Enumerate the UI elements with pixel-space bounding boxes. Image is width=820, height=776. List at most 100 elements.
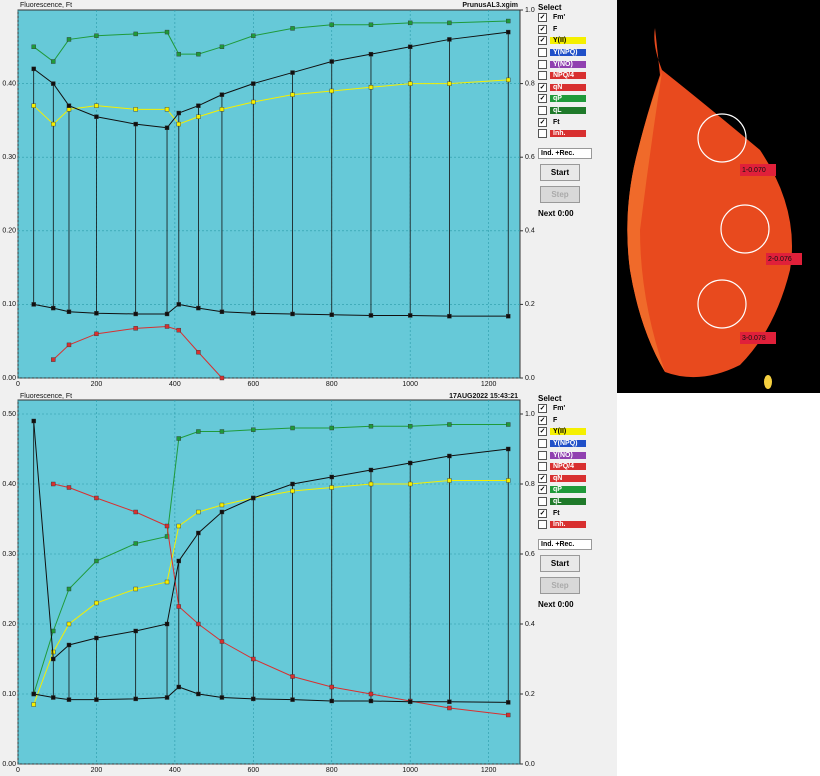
checkbox[interactable] [538, 497, 547, 507]
checkbox[interactable]: ✓ [538, 427, 547, 437]
point [251, 311, 256, 316]
option-label[interactable]: qP [550, 95, 586, 103]
option-label[interactable]: Y(NPQ) [550, 49, 586, 57]
point [164, 107, 170, 112]
y2-tick-label: 0.2 [525, 691, 535, 698]
point [506, 712, 511, 718]
step-button[interactable]: Step [540, 185, 580, 203]
aoi-label-bg [740, 332, 776, 344]
sidebar: Select ✓ Fm' ✓ F ✓ Y(II) Y(NPQ) Y(NO) NPQ/4 ✓ qN ✓ qP… [538, 394, 614, 609]
option[interactable]: ✓ Ft [538, 507, 614, 519]
option[interactable]: ✓ qP [538, 484, 614, 496]
checkbox[interactable]: ✓ [538, 36, 547, 46]
point [176, 436, 181, 441]
option[interactable]: ✓ Ft [538, 116, 614, 128]
option[interactable]: Y(NPQ) [538, 438, 614, 450]
mode-select[interactable]: Ind. +Rec. [538, 538, 592, 550]
option[interactable]: ✓ Y(II) [538, 426, 614, 438]
y2-tick-label: 0.4 [525, 228, 535, 235]
point [196, 305, 201, 311]
option[interactable]: qL [538, 496, 614, 508]
option-label[interactable]: Inh. [550, 521, 586, 529]
checkbox[interactable] [538, 59, 547, 69]
option-label[interactable]: Fm' [553, 14, 566, 22]
option[interactable]: ✓ F [538, 415, 614, 427]
option-label[interactable]: Ft [553, 509, 560, 517]
mode-select[interactable]: Ind. +Rec. [538, 147, 592, 159]
option-label[interactable]: qN [550, 83, 586, 91]
checkbox[interactable]: ✓ [538, 117, 547, 127]
checkbox[interactable] [538, 450, 547, 460]
option[interactable]: ✓ qN [538, 82, 614, 94]
option-label[interactable]: NPQ/4 [550, 463, 586, 471]
checkbox[interactable]: ✓ [538, 508, 547, 518]
checkbox[interactable]: ✓ [538, 415, 547, 425]
checkbox[interactable] [538, 439, 547, 449]
file-name: PrunusAL3.xgim [462, 2, 518, 9]
option[interactable]: Inh. [538, 519, 614, 531]
option-label[interactable]: Ft [553, 118, 560, 126]
checkbox[interactable]: ✓ [538, 82, 547, 92]
checkbox[interactable] [538, 129, 547, 139]
option[interactable]: ✓ Y(II) [538, 35, 614, 47]
checkbox[interactable]: ✓ [538, 404, 547, 414]
point [31, 66, 36, 72]
checkbox[interactable]: ✓ [538, 13, 547, 23]
plot-area [17, 399, 521, 765]
point [164, 523, 170, 529]
option[interactable]: NPQ/4 [538, 70, 614, 82]
option-label[interactable]: NPQ/4 [550, 72, 586, 80]
start-button[interactable]: Start [540, 554, 580, 572]
step-button[interactable]: Step [540, 576, 580, 594]
option[interactable]: ✓ qN [538, 473, 614, 485]
checkbox[interactable]: ✓ [538, 473, 547, 483]
point [407, 699, 413, 704]
point [51, 121, 56, 127]
option-label[interactable]: Inh. [550, 130, 586, 138]
sidebar: Select ✓ Fm' ✓ F ✓ Y(II) Y(NPQ) Y(NO) NPQ/4 ✓ qN ✓ qP… [538, 3, 614, 218]
option-label[interactable]: Y(NO) [550, 451, 586, 459]
checkbox[interactable] [538, 48, 547, 58]
option-label[interactable]: Y(NO) [550, 60, 586, 68]
option[interactable]: Y(NPQ) [538, 47, 614, 59]
option[interactable]: ✓ Fm' [538, 12, 614, 24]
aoi-label: 3-0.078 [742, 335, 766, 342]
point [447, 81, 452, 86]
option[interactable]: ✓ qP [538, 93, 614, 105]
option[interactable]: NPQ/4 [538, 461, 614, 473]
point [94, 331, 99, 337]
checkbox[interactable] [538, 106, 547, 116]
checkbox[interactable]: ✓ [538, 24, 547, 34]
point [506, 313, 511, 319]
option-label[interactable]: Fm' [553, 405, 566, 413]
option-label[interactable]: F [553, 416, 558, 424]
option-label[interactable]: F [553, 25, 558, 33]
option-label[interactable]: Y(II) [550, 37, 586, 45]
point [196, 114, 201, 119]
aoi-label-bg [740, 164, 776, 176]
option[interactable]: Y(NO) [538, 449, 614, 461]
option-label[interactable]: qL [550, 498, 586, 506]
checkbox[interactable] [538, 520, 547, 530]
option[interactable]: qL [538, 105, 614, 117]
option[interactable]: Y(NO) [538, 58, 614, 70]
checkbox[interactable]: ✓ [538, 485, 547, 495]
checkbox[interactable] [538, 71, 547, 81]
option-label[interactable]: Y(II) [550, 428, 586, 436]
checkbox[interactable] [538, 462, 547, 472]
option-label[interactable]: qN [550, 474, 586, 482]
x-tick-label: 0 [16, 767, 20, 774]
point [164, 621, 170, 627]
option-label[interactable]: qL [550, 107, 586, 115]
point [133, 541, 138, 546]
checkbox[interactable]: ✓ [538, 94, 547, 104]
option-label[interactable]: qP [550, 486, 586, 494]
point [506, 77, 511, 83]
start-button[interactable]: Start [540, 163, 580, 181]
point [133, 586, 138, 592]
option[interactable]: ✓ F [538, 24, 614, 36]
option[interactable]: Inh. [538, 128, 614, 140]
option-label[interactable]: Y(NPQ) [550, 440, 586, 448]
point [329, 59, 334, 64]
option[interactable]: ✓ Fm' [538, 403, 614, 415]
